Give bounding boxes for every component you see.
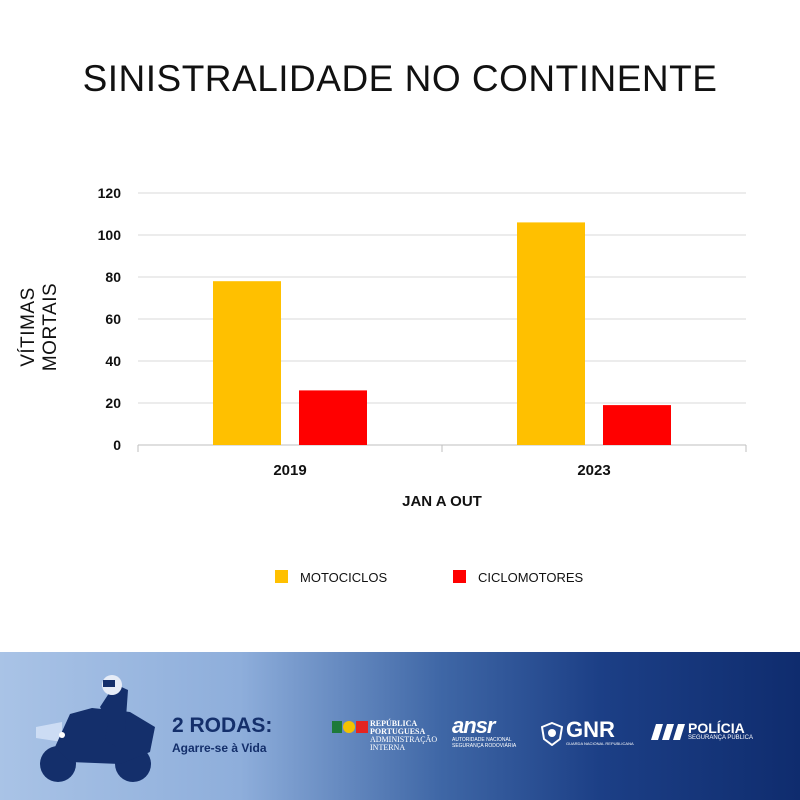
x-tick-label: 2019 [273,462,306,479]
psp-stripes-icon [651,724,685,740]
y-tick-label: 80 [105,269,121,285]
flag-colors-icon [332,721,368,733]
y-tick-label: 60 [105,311,121,327]
legend-swatch-ciclomotores [453,570,466,583]
legend-label-ciclomotores: CICLOMOTORES [478,570,584,585]
chart-title: SINISTRALIDADE NO CONTINENTE [82,58,718,99]
y-tick-label: 20 [105,395,121,411]
campaign-title: 2 RODAS: [172,714,273,737]
bar-ciclomotores-2019 [299,390,367,445]
republica-portuguesa-logo: REPÚBLICA PORTUGUESA ADMINISTRAÇÃO INTER… [332,720,437,752]
y-tick-label: 120 [98,185,122,201]
ansr-logo: ansr AUTORIDADE NACIONAL SEGURANÇA RODOV… [452,713,517,750]
gnr-logo: GNR GUARDA NACIONAL REPUBLICANA [566,717,634,747]
y-tick-label: 40 [105,353,121,369]
legend-label-motociclos: MOTOCICLOS [300,570,387,585]
policia-logo: POLÍCIA SEGURANÇA PÚBLICA [688,720,754,741]
legend-swatch-motociclos [275,570,288,583]
x-axis-label: JAN A OUT [402,493,482,510]
x-tick-label: 2023 [577,462,610,479]
y-tick-label: 0 [113,437,121,453]
campaign-subtitle: Agarre-se à Vida [172,741,267,755]
bar-motociclos-2019 [213,281,281,445]
bar-chart: 0 20 40 60 80 100 120 2019 2023 JAN A OUT MOTOCICL… [98,185,747,585]
bar-motociclos-2023 [517,222,585,445]
y-tick-label: 100 [98,227,122,243]
gnr-crest-icon [541,722,563,746]
motorcycle-rider-icon [36,675,155,782]
bar-ciclomotores-2023 [603,405,671,445]
